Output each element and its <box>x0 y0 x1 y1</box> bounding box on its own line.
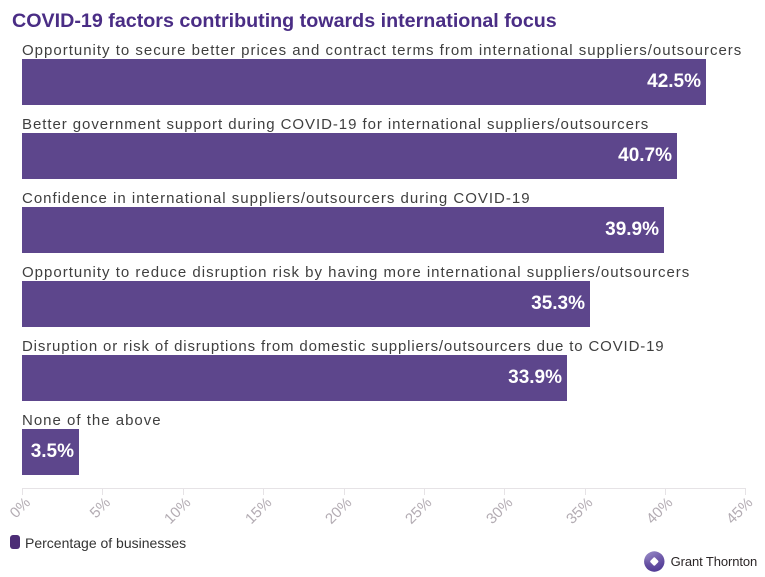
svg-text:Grant Thornton: Grant Thornton <box>671 554 758 569</box>
